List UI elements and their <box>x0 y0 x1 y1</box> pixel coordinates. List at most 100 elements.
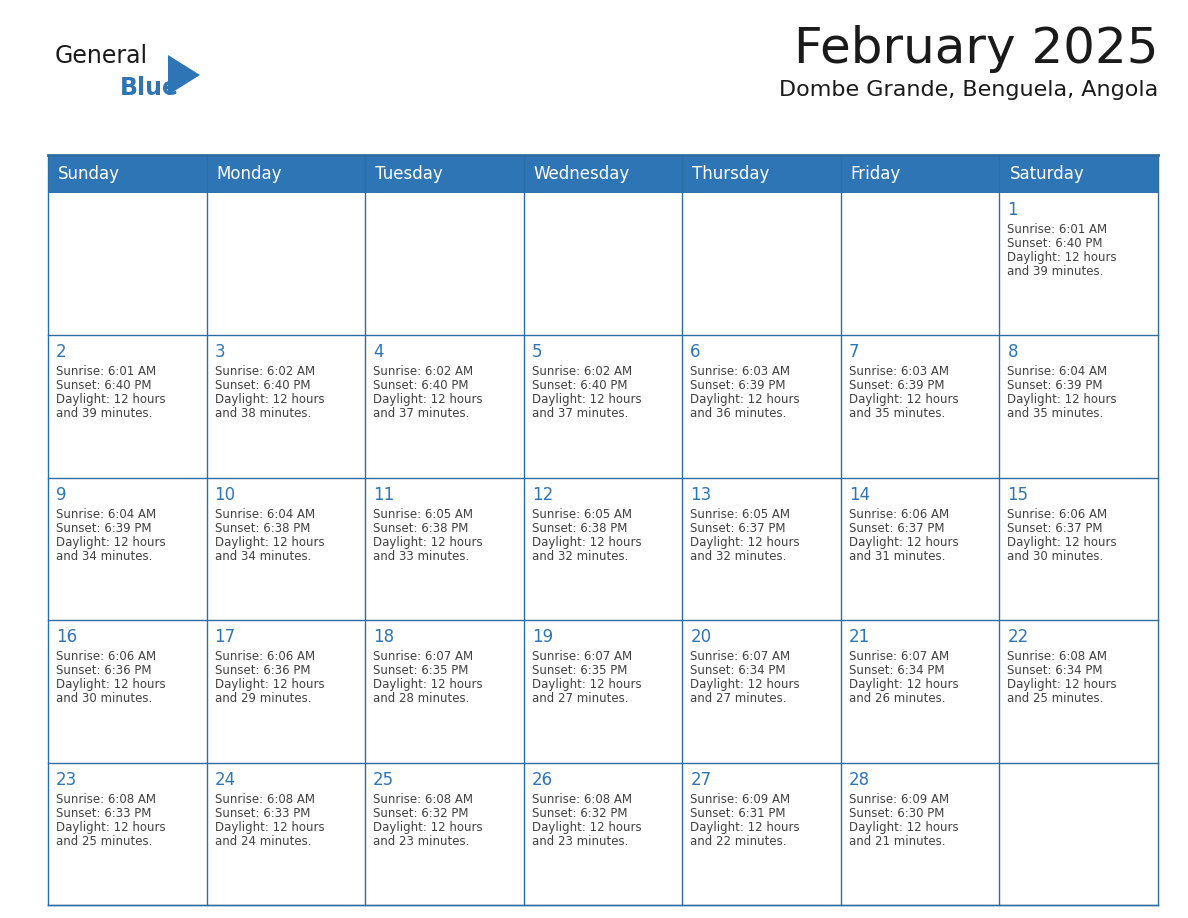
Text: 6: 6 <box>690 343 701 362</box>
Text: and 37 minutes.: and 37 minutes. <box>373 408 469 420</box>
Text: Wednesday: Wednesday <box>533 165 630 183</box>
Text: Thursday: Thursday <box>693 165 770 183</box>
Bar <box>48 335 1158 477</box>
Text: 16: 16 <box>56 628 77 646</box>
Text: Sunrise: 6:03 AM: Sunrise: 6:03 AM <box>690 365 790 378</box>
Text: Daylight: 12 hours: Daylight: 12 hours <box>690 678 800 691</box>
Text: Daylight: 12 hours: Daylight: 12 hours <box>690 394 800 407</box>
Text: Sunday: Sunday <box>58 165 120 183</box>
Text: Tuesday: Tuesday <box>375 165 443 183</box>
Text: Sunrise: 6:06 AM: Sunrise: 6:06 AM <box>215 650 315 663</box>
Text: and 29 minutes.: and 29 minutes. <box>215 692 311 705</box>
Text: 24: 24 <box>215 770 235 789</box>
Text: 8: 8 <box>1007 343 1018 362</box>
Text: Daylight: 12 hours: Daylight: 12 hours <box>373 678 482 691</box>
Text: Sunset: 6:35 PM: Sunset: 6:35 PM <box>532 665 627 677</box>
Text: 22: 22 <box>1007 628 1029 646</box>
Text: Daylight: 12 hours: Daylight: 12 hours <box>56 678 165 691</box>
Text: Sunrise: 6:07 AM: Sunrise: 6:07 AM <box>690 650 790 663</box>
Text: and 32 minutes.: and 32 minutes. <box>532 550 628 563</box>
Text: Daylight: 12 hours: Daylight: 12 hours <box>1007 678 1117 691</box>
Text: Sunset: 6:34 PM: Sunset: 6:34 PM <box>849 665 944 677</box>
Text: 11: 11 <box>373 486 394 504</box>
Text: 12: 12 <box>532 486 552 504</box>
Text: Sunset: 6:34 PM: Sunset: 6:34 PM <box>690 665 785 677</box>
Text: Daylight: 12 hours: Daylight: 12 hours <box>532 821 642 834</box>
Text: 18: 18 <box>373 628 394 646</box>
Text: 15: 15 <box>1007 486 1029 504</box>
Text: Sunset: 6:32 PM: Sunset: 6:32 PM <box>373 807 468 820</box>
Bar <box>48 621 1158 763</box>
Text: Daylight: 12 hours: Daylight: 12 hours <box>849 678 959 691</box>
Text: Sunrise: 6:09 AM: Sunrise: 6:09 AM <box>690 792 790 806</box>
Text: and 39 minutes.: and 39 minutes. <box>1007 265 1104 278</box>
Text: Sunset: 6:40 PM: Sunset: 6:40 PM <box>56 379 152 392</box>
Text: February 2025: February 2025 <box>794 25 1158 73</box>
Text: Sunrise: 6:06 AM: Sunrise: 6:06 AM <box>56 650 156 663</box>
Text: Daylight: 12 hours: Daylight: 12 hours <box>215 536 324 549</box>
Text: Sunrise: 6:05 AM: Sunrise: 6:05 AM <box>690 508 790 521</box>
Text: Sunset: 6:40 PM: Sunset: 6:40 PM <box>373 379 468 392</box>
Text: Sunrise: 6:08 AM: Sunrise: 6:08 AM <box>373 792 473 806</box>
Text: 10: 10 <box>215 486 235 504</box>
Text: 1: 1 <box>1007 201 1018 219</box>
Text: 5: 5 <box>532 343 542 362</box>
Text: Sunrise: 6:04 AM: Sunrise: 6:04 AM <box>215 508 315 521</box>
Text: Sunrise: 6:05 AM: Sunrise: 6:05 AM <box>532 508 632 521</box>
Text: Sunrise: 6:06 AM: Sunrise: 6:06 AM <box>849 508 949 521</box>
Text: Sunrise: 6:05 AM: Sunrise: 6:05 AM <box>373 508 473 521</box>
Text: 7: 7 <box>849 343 859 362</box>
Text: 17: 17 <box>215 628 235 646</box>
Text: Daylight: 12 hours: Daylight: 12 hours <box>1007 251 1117 264</box>
Text: Sunset: 6:36 PM: Sunset: 6:36 PM <box>56 665 152 677</box>
Text: and 27 minutes.: and 27 minutes. <box>532 692 628 705</box>
Text: Sunset: 6:33 PM: Sunset: 6:33 PM <box>215 807 310 820</box>
Polygon shape <box>168 55 200 95</box>
Text: Dombe Grande, Benguela, Angola: Dombe Grande, Benguela, Angola <box>779 80 1158 100</box>
Text: Daylight: 12 hours: Daylight: 12 hours <box>1007 394 1117 407</box>
Text: Sunrise: 6:04 AM: Sunrise: 6:04 AM <box>56 508 156 521</box>
Text: and 30 minutes.: and 30 minutes. <box>56 692 152 705</box>
Text: 23: 23 <box>56 770 77 789</box>
Text: Sunset: 6:37 PM: Sunset: 6:37 PM <box>849 521 944 535</box>
Text: 3: 3 <box>215 343 226 362</box>
Text: Daylight: 12 hours: Daylight: 12 hours <box>849 536 959 549</box>
Text: Sunset: 6:30 PM: Sunset: 6:30 PM <box>849 807 944 820</box>
Text: Sunset: 6:32 PM: Sunset: 6:32 PM <box>532 807 627 820</box>
Bar <box>48 193 1158 335</box>
Text: and 25 minutes.: and 25 minutes. <box>1007 692 1104 705</box>
Text: Sunrise: 6:06 AM: Sunrise: 6:06 AM <box>1007 508 1107 521</box>
Text: and 34 minutes.: and 34 minutes. <box>215 550 311 563</box>
Text: Daylight: 12 hours: Daylight: 12 hours <box>532 394 642 407</box>
Text: Sunrise: 6:09 AM: Sunrise: 6:09 AM <box>849 792 949 806</box>
Text: Sunset: 6:40 PM: Sunset: 6:40 PM <box>215 379 310 392</box>
Text: Daylight: 12 hours: Daylight: 12 hours <box>215 821 324 834</box>
Text: and 38 minutes.: and 38 minutes. <box>215 408 311 420</box>
Text: Sunset: 6:37 PM: Sunset: 6:37 PM <box>1007 521 1102 535</box>
Text: Sunrise: 6:07 AM: Sunrise: 6:07 AM <box>532 650 632 663</box>
Text: Daylight: 12 hours: Daylight: 12 hours <box>532 678 642 691</box>
Text: Sunset: 6:36 PM: Sunset: 6:36 PM <box>215 665 310 677</box>
Text: and 31 minutes.: and 31 minutes. <box>849 550 946 563</box>
Text: 9: 9 <box>56 486 67 504</box>
Text: and 23 minutes.: and 23 minutes. <box>373 834 469 847</box>
Text: Saturday: Saturday <box>1010 165 1085 183</box>
Text: 27: 27 <box>690 770 712 789</box>
Text: Daylight: 12 hours: Daylight: 12 hours <box>56 394 165 407</box>
Text: Daylight: 12 hours: Daylight: 12 hours <box>690 536 800 549</box>
Text: Friday: Friday <box>851 165 902 183</box>
Text: 4: 4 <box>373 343 384 362</box>
Text: and 27 minutes.: and 27 minutes. <box>690 692 786 705</box>
Text: Daylight: 12 hours: Daylight: 12 hours <box>373 536 482 549</box>
Text: Sunrise: 6:01 AM: Sunrise: 6:01 AM <box>56 365 156 378</box>
Text: Daylight: 12 hours: Daylight: 12 hours <box>1007 536 1117 549</box>
Text: Sunset: 6:38 PM: Sunset: 6:38 PM <box>532 521 627 535</box>
Text: Daylight: 12 hours: Daylight: 12 hours <box>849 394 959 407</box>
Text: Blue: Blue <box>120 76 179 100</box>
Text: Sunset: 6:35 PM: Sunset: 6:35 PM <box>373 665 468 677</box>
Text: and 35 minutes.: and 35 minutes. <box>849 408 946 420</box>
Text: 20: 20 <box>690 628 712 646</box>
Text: and 37 minutes.: and 37 minutes. <box>532 408 628 420</box>
Text: and 28 minutes.: and 28 minutes. <box>373 692 469 705</box>
Text: Sunset: 6:39 PM: Sunset: 6:39 PM <box>849 379 944 392</box>
